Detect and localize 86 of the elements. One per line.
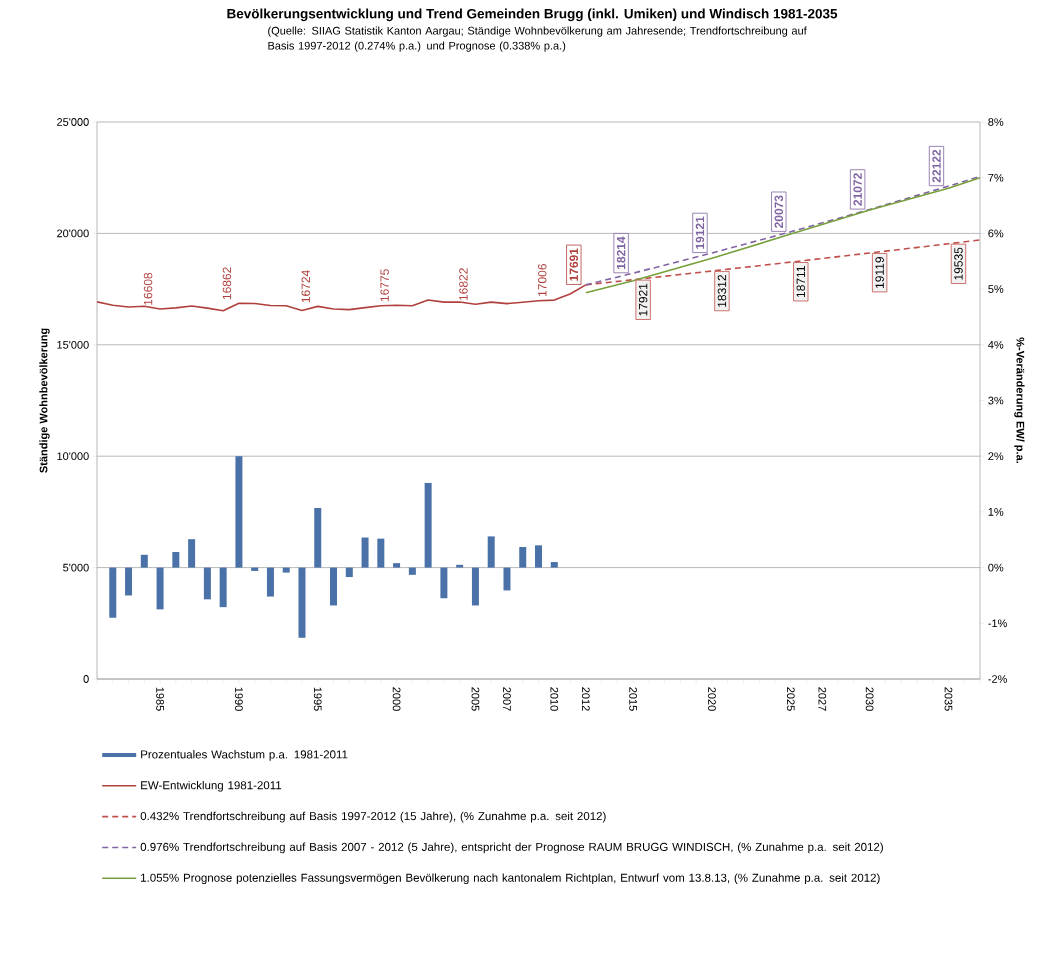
data-label: 16862 [222,267,232,300]
y-tick-label: 0 [83,675,89,683]
y2-tick-label: -1% [988,619,1007,628]
x-tick-label: 2030 [865,687,874,711]
bar [487,536,495,568]
data-label: 16822 [459,268,468,301]
bar [314,508,322,568]
bar [471,567,479,606]
y2-tick-label: 5% [988,285,1004,293]
chart-title: Bevölkerungsentwicklung und Trend Gemeinden Brugg (inkl. Umiken) und Windisch 1981-2035 [227,8,838,22]
bar [503,567,511,591]
y-tick-label: 20'000 [57,229,89,238]
bar [172,552,180,568]
data-label: 21072 [853,173,862,206]
x-tick-label: 1990 [235,687,243,711]
bar [377,538,385,568]
x-tick-label: 2015 [629,687,637,711]
bar [361,537,369,568]
bar [140,554,148,568]
y2-tick-label: 2% [988,452,1004,461]
bar [424,482,432,568]
legend-label: EW-Entwicklung 1981-2011 [141,780,282,792]
bar [456,564,464,568]
legend-label: Prozentuales Wachstum p.a. 1981-2011 [141,750,348,761]
x-tick-label: 2027 [818,687,827,711]
bar [330,567,338,606]
y2-tick-label: 8% [988,118,1004,126]
data-label: 16724 [301,270,310,303]
bar [519,546,527,568]
data-label: 16608 [143,272,153,305]
bar [345,567,353,578]
data-label: 17921 [638,283,648,316]
y2-tick-label: 6% [988,229,1004,238]
data-label: 19535 [954,247,963,280]
x-tick-label: 1985 [156,687,164,711]
bar [535,545,543,568]
x-tick-label: 2005 [471,687,480,711]
x-tick-label: 2000 [392,687,401,711]
x-tick-label: 2007 [503,687,511,711]
bar [219,567,227,608]
legend-label: 0.432% Trendfortschreibung auf Basis 1997-2012 (15 Jahre), (% Zunahme p.a. seit 2012) [140,811,606,823]
bar [125,567,133,596]
x-tick-label: 2025 [786,687,795,711]
y2-tick-label: 4% [988,340,1004,349]
chart-subtitle: (Quelle: SIIAG Statistik Kanton Aargau; Ständige Wohnbevölkerung am Jahresende; Trendfortschreibung auf Basis 1997-2012 (0.274% p.a.) und Prognose (0.338% p.a.) [268,26,807,52]
y2-axis-title: %-Veränderung EW/ p.a. [1014,337,1025,463]
y-axis-title: Ständige Wohnbevölkerung [39,328,50,473]
y-tick-label: 10'000 [57,452,89,461]
bar [203,567,211,600]
y2-tick-label: 3% [988,396,1004,405]
bar [550,562,558,568]
y2-tick-label: -2% [988,675,1007,683]
y-tick-label: 5'000 [63,563,89,572]
x-tick-label: 2035 [944,687,953,711]
x-tick-label: 2010 [550,687,559,711]
x-tick-label: 2012 [581,687,590,711]
x-tick-label: 2020 [708,687,716,711]
y2-tick-label: 1% [988,508,1004,516]
bar [266,567,274,597]
data-label: 16775 [380,269,389,302]
data-label: 18214 [616,236,626,270]
bar [393,563,401,568]
legend-label: 0.976% Trendfortschreibung auf Basis 2007 - 2012 (5 Jahre), entspricht der Prognose RAUM BRUGG WINDISCH, (% Zunahme p.a. seit 2012) [140,842,883,854]
y-tick-label: 15'000 [57,340,89,349]
bar [282,567,290,573]
data-label: 18312 [717,275,727,307]
y-tick-label: 25'000 [57,118,89,126]
bar [251,567,259,571]
data-label: 17691 [569,248,579,281]
bar [156,567,164,610]
data-label: 20073 [774,195,784,228]
bar [188,539,196,568]
bar [440,567,448,599]
bar [408,567,416,575]
data-label: 22122 [932,149,941,183]
bar [298,567,306,638]
bar [109,567,117,618]
y2-tick-label: 7% [988,173,1004,182]
y2-tick-label: 0% [988,563,1004,572]
data-label: 19121 [695,216,705,249]
legend-label: 1.055% Prognose potenzielles Fassungsvermögen Bevölkerung nach kantonalem Richtplan, Entwurf vom 13.8.13, (% Zunahme p.a. seit 2012) [141,873,880,885]
bar [235,456,243,568]
data-label: 17006 [538,264,547,296]
data-label: 18711 [796,266,806,298]
x-tick-label: 1995 [313,687,322,711]
data-label: 19119 [875,257,884,288]
